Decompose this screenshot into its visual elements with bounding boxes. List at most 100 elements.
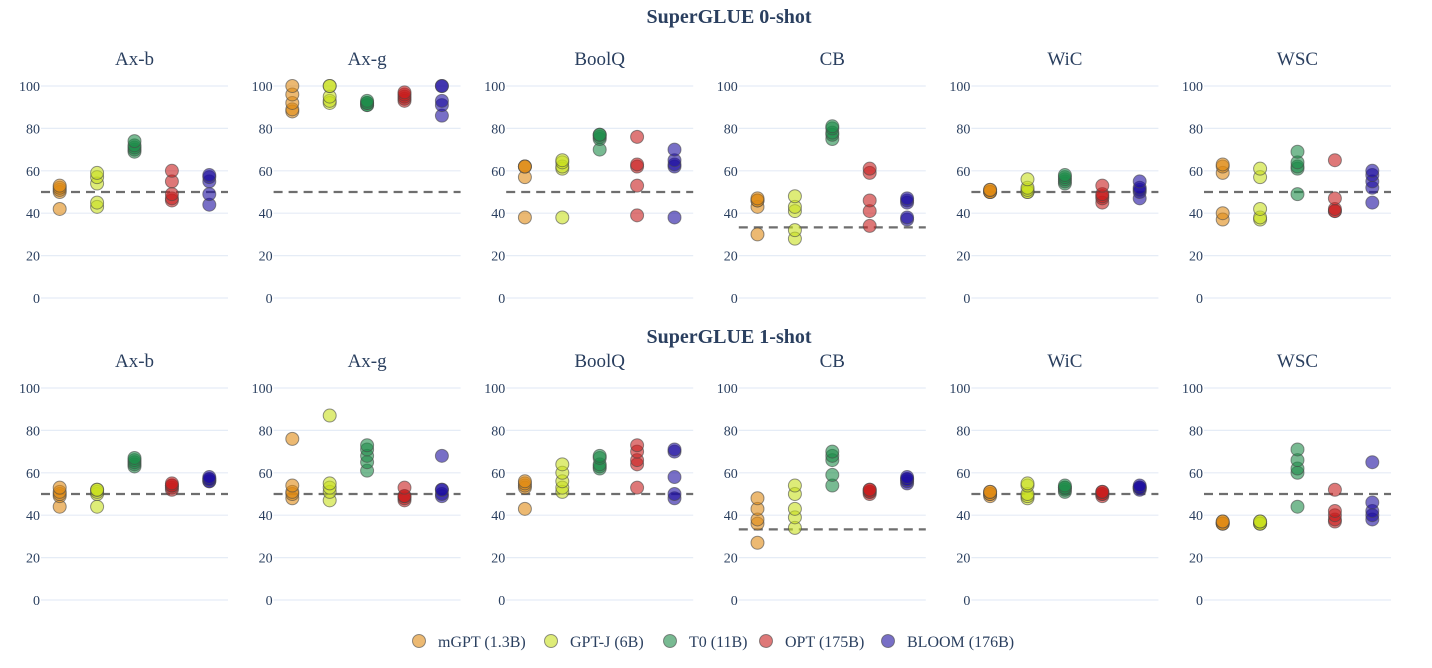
data-point-mgpt xyxy=(517,474,532,489)
data-point-t0 xyxy=(1057,168,1072,183)
data-point-t0 xyxy=(825,119,840,134)
data-point-bloom xyxy=(1365,495,1380,510)
data-point-t0 xyxy=(360,438,375,453)
y-tick-label: 80 xyxy=(956,122,970,137)
y-tick-label: 20 xyxy=(956,552,970,567)
data-point-mgpt xyxy=(285,478,300,493)
legend-item-gpt-j[interactable]: GPT-J (6B) xyxy=(544,634,644,651)
legend-item-mgpt[interactable]: mGPT (1.3B) xyxy=(412,634,526,651)
data-point-mgpt xyxy=(750,191,765,206)
data-point-mgpt xyxy=(983,484,998,499)
data-point-gpt-j xyxy=(787,189,802,204)
data-point-gpt-j xyxy=(555,457,570,472)
data-point-mgpt xyxy=(517,159,532,174)
y-tick-label: 60 xyxy=(259,165,273,180)
data-point-gpt-j xyxy=(90,482,105,497)
data-point-gpt-j xyxy=(787,223,802,238)
data-point-t0 xyxy=(592,127,607,142)
y-tick-label: 60 xyxy=(26,165,40,180)
data-point-opt xyxy=(1095,178,1110,193)
data-point-t0 xyxy=(1057,478,1072,493)
y-tick-label: 100 xyxy=(949,382,970,397)
y-tick-label: 100 xyxy=(252,382,273,397)
y-tick-label: 40 xyxy=(1189,207,1203,222)
y-tick-label: 80 xyxy=(724,424,738,439)
data-point-gpt-j xyxy=(322,408,337,423)
panel-wic-1: WiC 0 20 40 60 80 100 xyxy=(949,351,1159,609)
data-point-t0 xyxy=(127,134,142,149)
legend-label: GPT-J (6B) xyxy=(570,634,644,651)
panel-title: Ax-b xyxy=(115,351,154,372)
y-tick-label: 0 xyxy=(498,292,505,307)
y-tick-label: 0 xyxy=(731,292,738,307)
panel-title: WiC xyxy=(1047,49,1082,70)
panel-boolq-0: BoolQ 0 20 40 60 80 100 xyxy=(484,49,694,307)
data-point-mgpt xyxy=(52,201,67,216)
y-tick-label: 0 xyxy=(33,594,40,609)
y-tick-label: 40 xyxy=(1189,509,1203,524)
y-tick-label: 20 xyxy=(1189,552,1203,567)
data-point-opt xyxy=(630,480,645,495)
data-point-mgpt xyxy=(285,431,300,446)
y-tick-label: 100 xyxy=(949,80,970,95)
data-point-gpt-j xyxy=(1253,161,1268,176)
data-point-bloom xyxy=(434,448,449,463)
data-point-gpt-j xyxy=(555,210,570,225)
y-tick-label: 0 xyxy=(266,292,273,307)
data-point-bloom xyxy=(202,168,217,183)
y-tick-label: 40 xyxy=(26,509,40,524)
y-tick-label: 20 xyxy=(259,552,273,567)
data-point-mgpt xyxy=(1215,157,1230,172)
legend-marker xyxy=(663,634,677,648)
data-point-bloom xyxy=(667,487,682,501)
y-tick-label: 20 xyxy=(491,552,505,567)
data-point-bloom xyxy=(667,442,682,457)
y-tick-label: 20 xyxy=(26,552,40,567)
y-tick-label: 80 xyxy=(1189,122,1203,137)
y-tick-label: 80 xyxy=(26,122,40,137)
y-tick-label: 0 xyxy=(731,594,738,609)
data-point-bloom xyxy=(1132,174,1147,189)
data-point-opt xyxy=(164,163,179,178)
data-point-bloom xyxy=(434,79,449,93)
legend-item-opt[interactable]: OPT (175B) xyxy=(759,634,865,651)
data-point-t0 xyxy=(825,467,840,482)
y-tick-label: 40 xyxy=(259,509,273,524)
y-tick-label: 80 xyxy=(724,122,738,137)
data-point-mgpt xyxy=(750,227,765,242)
panel-wsc-0: WSC 0 20 40 60 80 100 xyxy=(1182,49,1391,307)
legend-label: mGPT (1.3B) xyxy=(438,634,526,651)
y-tick-label: 80 xyxy=(956,424,970,439)
data-point-bloom xyxy=(1365,195,1380,210)
data-point-bloom xyxy=(1365,163,1380,178)
data-point-opt xyxy=(1327,153,1342,168)
data-point-opt xyxy=(397,480,412,495)
panel-title: Ax-g xyxy=(348,351,388,372)
y-tick-label: 0 xyxy=(266,594,273,609)
legend-item-bloom[interactable]: BLOOM (176B) xyxy=(881,634,1015,651)
panel-boolq-1: BoolQ 0 20 40 60 80 100 xyxy=(484,351,694,609)
data-point-mgpt xyxy=(750,535,765,550)
legend-item-t0[interactable]: T0 (11B) xyxy=(663,634,748,651)
y-tick-label: 80 xyxy=(259,122,273,137)
data-point-bloom xyxy=(900,210,915,225)
y-tick-label: 100 xyxy=(717,382,738,397)
y-tick-label: 100 xyxy=(252,80,273,95)
data-point-gpt-j xyxy=(1253,514,1268,529)
y-tick-label: 80 xyxy=(491,424,505,439)
data-point-opt xyxy=(862,161,877,176)
data-point-gpt-j xyxy=(90,499,105,514)
y-tick-label: 80 xyxy=(1189,424,1203,439)
y-tick-label: 100 xyxy=(1182,80,1203,95)
data-point-bloom xyxy=(667,470,682,485)
panel-title: CB xyxy=(820,351,845,372)
y-tick-label: 0 xyxy=(963,292,970,307)
panel-title: WiC xyxy=(1047,351,1082,372)
data-point-bloom xyxy=(434,93,449,108)
y-tick-label: 40 xyxy=(491,509,505,524)
row-title-1shot: SuperGLUE 1-shot xyxy=(646,326,811,348)
data-point-gpt-j xyxy=(322,79,337,93)
data-point-opt xyxy=(630,157,645,172)
legend-label: BLOOM (176B) xyxy=(907,634,1014,651)
y-tick-label: 0 xyxy=(1196,292,1203,307)
